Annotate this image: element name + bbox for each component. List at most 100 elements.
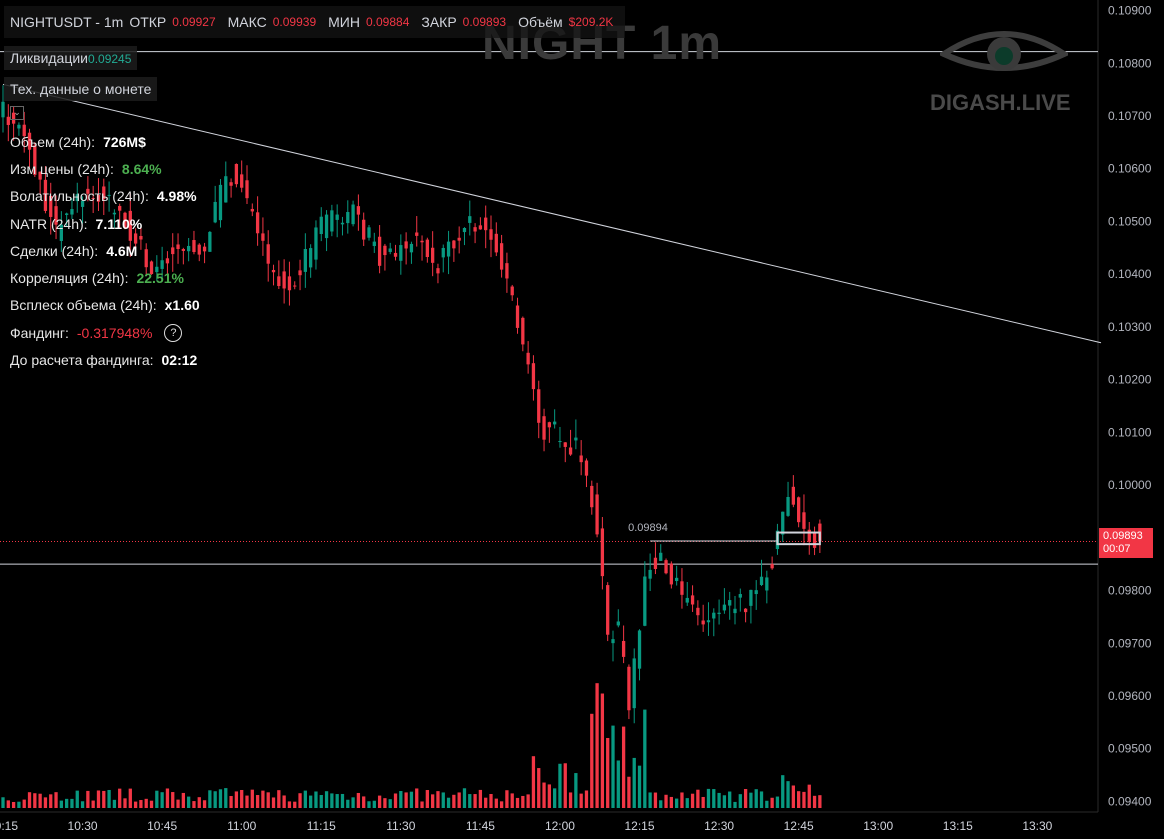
symbol-title[interactable]: NIGHTUSDT - 1m xyxy=(10,14,124,30)
candle-body xyxy=(452,240,456,249)
volume-bar xyxy=(600,693,605,808)
volume-bar xyxy=(627,776,631,808)
candle-body xyxy=(494,233,498,253)
volume-bar xyxy=(765,800,769,808)
volume-bar xyxy=(706,788,711,808)
x-tick-label: 12:00 xyxy=(545,819,575,833)
candle-body xyxy=(118,205,122,211)
help-icon[interactable]: ? xyxy=(164,323,183,342)
candle-body xyxy=(165,258,170,264)
tech-data-button[interactable]: Тех. данные о монете xyxy=(4,77,158,101)
collapse-chevron-icon[interactable]: ⌄ xyxy=(10,106,24,120)
candle-body xyxy=(807,529,811,542)
volume-bar xyxy=(457,792,461,808)
volume-bar xyxy=(123,798,127,808)
candle-body xyxy=(6,116,10,125)
candle-body xyxy=(441,247,445,258)
candle-body xyxy=(229,182,233,186)
volume-bar xyxy=(621,726,626,808)
volume-bar xyxy=(27,792,32,808)
candle-body xyxy=(11,112,16,124)
candle-body xyxy=(712,612,716,619)
volume-bar xyxy=(335,794,339,808)
current-price-value: 0.09893 xyxy=(1103,530,1143,542)
liquidations-indicator[interactable]: Ликвидации0.09245 xyxy=(4,46,138,70)
volume-bar xyxy=(484,797,488,808)
candle-body xyxy=(75,194,79,202)
candle-body xyxy=(595,494,599,535)
candle-body xyxy=(393,252,398,257)
volume-bar xyxy=(176,799,180,808)
candle-body xyxy=(224,176,228,203)
candle-body xyxy=(38,171,42,180)
candle-body xyxy=(505,263,509,279)
candle-body xyxy=(537,389,541,423)
candle-body xyxy=(484,217,488,231)
stat-price-change: Изм цены (24h): 8.64% xyxy=(10,160,162,177)
volume-bar xyxy=(659,800,663,808)
volume-bar xyxy=(542,782,546,808)
candle-body xyxy=(277,276,281,287)
volume-bar xyxy=(80,801,85,808)
candle-body xyxy=(261,233,265,241)
candle-body xyxy=(579,455,583,463)
volume-bar xyxy=(775,796,780,808)
candle-body xyxy=(643,576,647,626)
y-tick-label: 0.10100 xyxy=(1108,425,1152,439)
high-value: 0.09939 xyxy=(272,15,317,29)
volume-bar xyxy=(293,801,297,808)
volume-bar xyxy=(240,789,244,808)
volume-bar xyxy=(399,791,403,808)
candle-body xyxy=(521,317,525,345)
volume-bar xyxy=(107,789,111,808)
volume-bar xyxy=(234,791,239,808)
volume-bar xyxy=(653,792,658,808)
volume-bar xyxy=(49,794,53,808)
volume-bar xyxy=(722,795,727,808)
candle-body xyxy=(568,447,573,455)
volume-value: $209.2K xyxy=(568,15,614,29)
candle-body xyxy=(43,179,48,211)
candle-body xyxy=(1,101,5,118)
candle-body xyxy=(282,271,286,289)
candle-body xyxy=(102,186,106,200)
candle-body xyxy=(499,243,504,270)
candle-body xyxy=(436,268,440,274)
candle-body xyxy=(812,532,817,548)
volume-bar xyxy=(54,792,58,808)
y-tick-label: 0.10200 xyxy=(1108,373,1152,387)
candle-body xyxy=(181,249,185,251)
candle-body xyxy=(139,236,143,240)
candle-body xyxy=(70,209,74,215)
candle-body xyxy=(791,486,795,505)
volume-bar xyxy=(346,799,350,808)
candle-body xyxy=(65,213,69,215)
volume-bar xyxy=(531,756,536,808)
volume-bar xyxy=(208,790,212,808)
volume-bar xyxy=(590,713,594,808)
volume-bar xyxy=(468,794,472,808)
volume-bar xyxy=(181,792,185,808)
candle-countdown: 00:07 xyxy=(1103,543,1131,555)
volume-bar xyxy=(807,784,811,808)
candle-body xyxy=(271,269,276,273)
candle-body xyxy=(388,248,392,252)
candle-body xyxy=(54,206,58,225)
candle-body xyxy=(192,240,196,253)
candle-body xyxy=(356,206,361,215)
volume-bar xyxy=(277,790,281,808)
candle-body xyxy=(128,210,132,241)
candle-body xyxy=(728,600,732,606)
volume-bar xyxy=(436,791,440,808)
volume-bar xyxy=(22,799,26,808)
volume-bar xyxy=(770,797,774,808)
volume-bar xyxy=(526,794,530,808)
candle-body xyxy=(425,239,429,258)
volume-bar xyxy=(812,795,817,808)
candle-body xyxy=(22,124,26,137)
candle-body xyxy=(468,216,472,223)
x-tick-label: 13:00 xyxy=(863,819,893,833)
candle-body xyxy=(33,145,37,175)
candle-body xyxy=(149,261,154,275)
